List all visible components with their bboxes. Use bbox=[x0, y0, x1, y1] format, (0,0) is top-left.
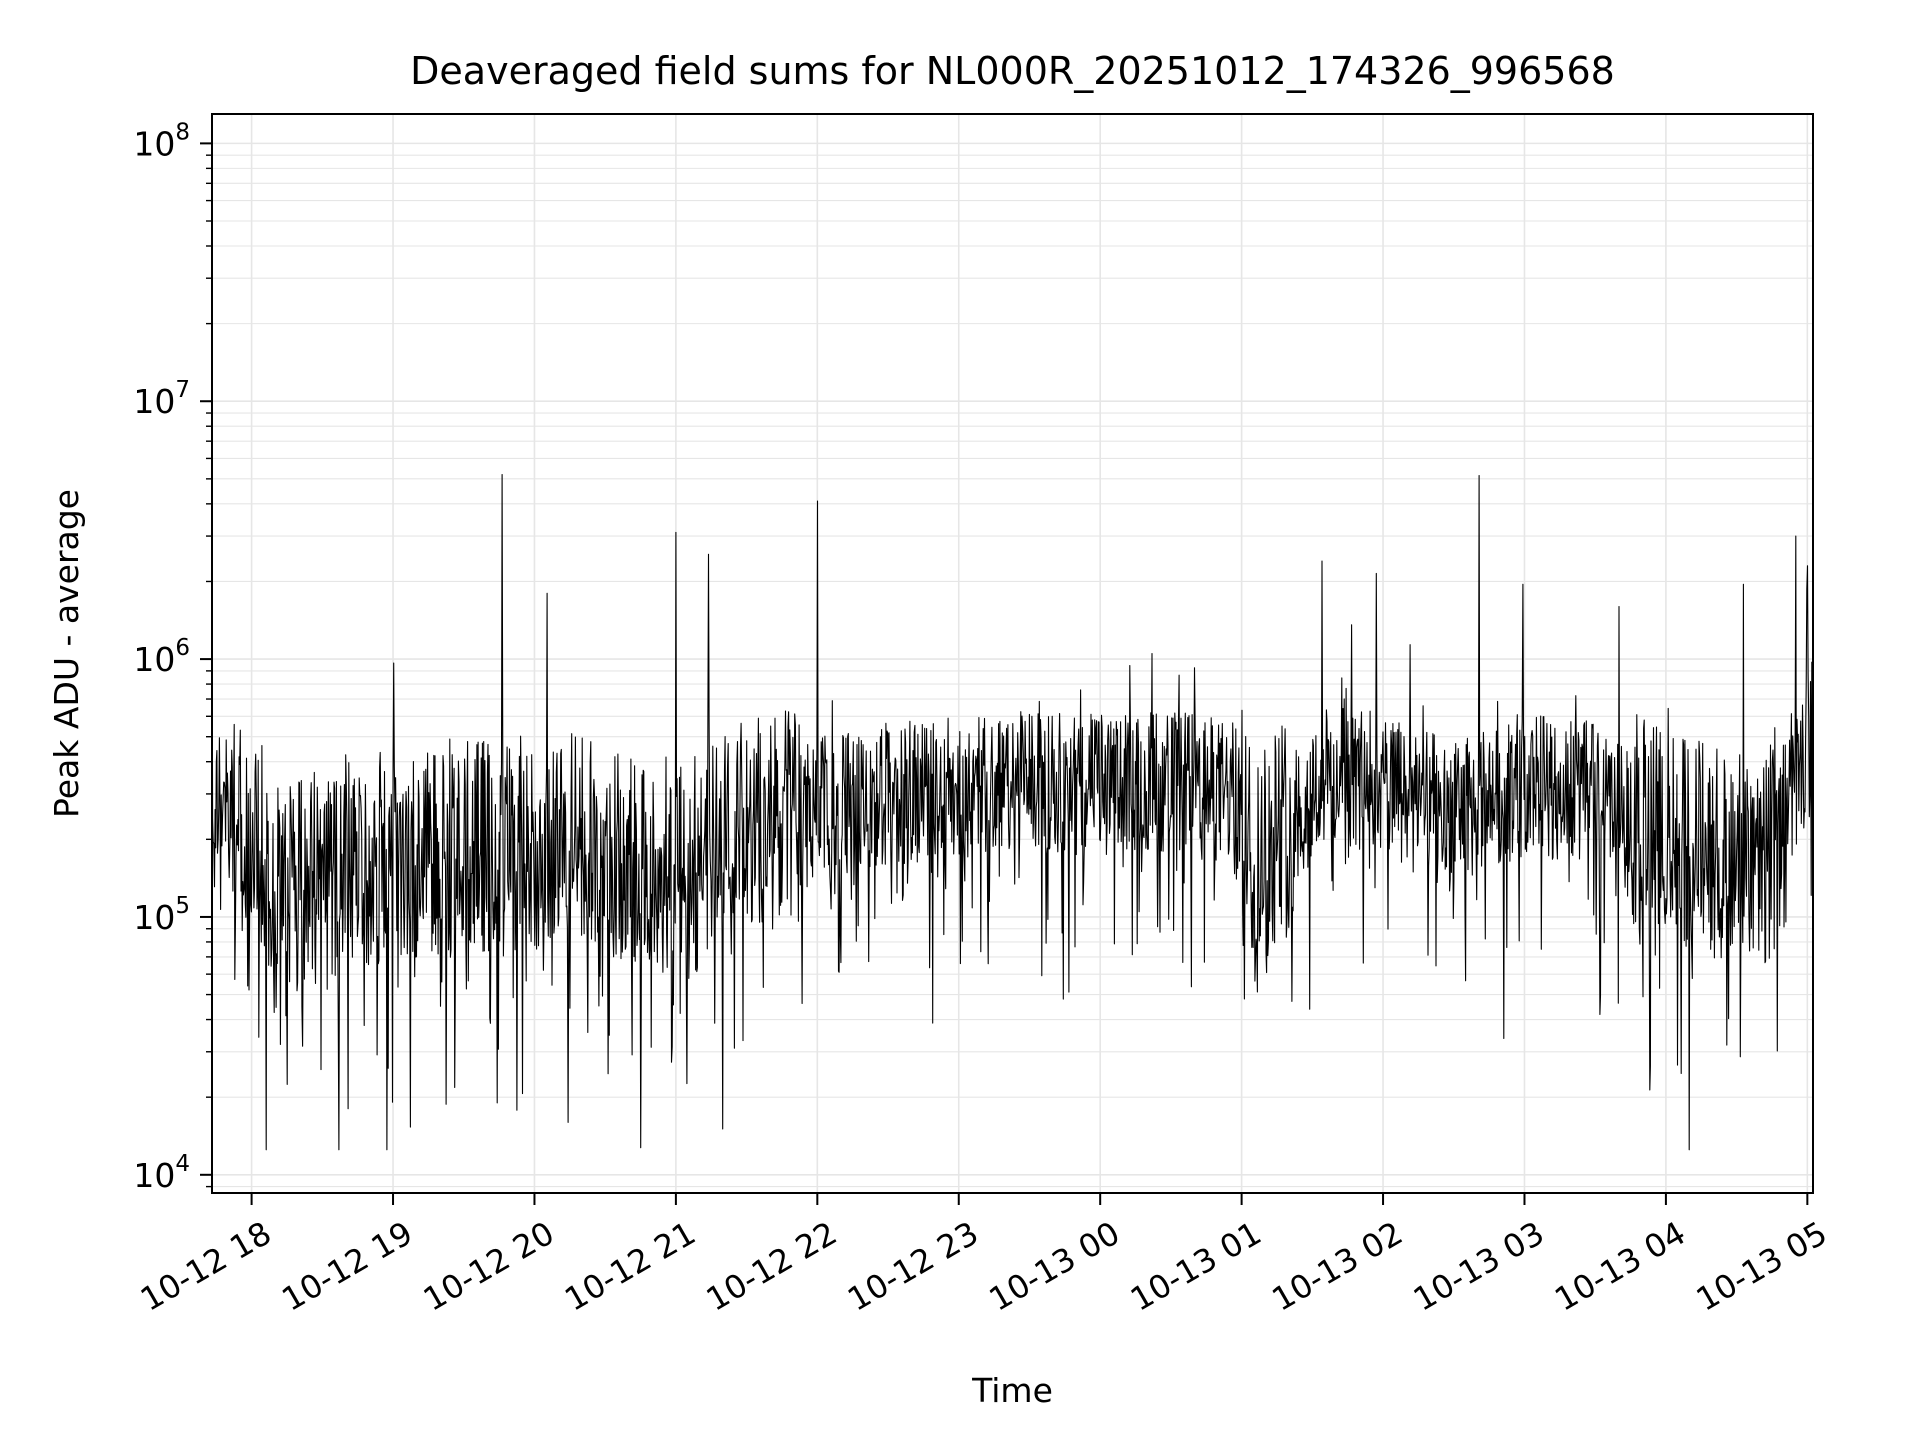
x-axis-label: Time bbox=[971, 1371, 1053, 1410]
chart-title: Deaveraged field sums for NL000R_2025101… bbox=[410, 49, 1615, 93]
y-tick-label: 105 bbox=[133, 893, 190, 937]
x-tick-label: 10-12 19 bbox=[275, 1214, 419, 1319]
series-line bbox=[211, 473, 1814, 1151]
x-tick-label: 10-13 00 bbox=[983, 1214, 1127, 1319]
x-tick-label: 10-12 21 bbox=[558, 1214, 702, 1319]
x-tick-label: 10-13 02 bbox=[1265, 1214, 1409, 1319]
grid bbox=[212, 114, 1813, 1193]
x-tick-label: 10-12 20 bbox=[417, 1214, 561, 1319]
x-tick-label: 10-12 18 bbox=[134, 1214, 278, 1319]
y-tick-label: 106 bbox=[133, 635, 190, 679]
plot-area bbox=[211, 113, 1814, 1194]
y-tick-label: 108 bbox=[133, 119, 190, 163]
series bbox=[211, 473, 1814, 1151]
x-tick-label: 10-13 05 bbox=[1690, 1214, 1834, 1319]
x-tick-label: 10-12 23 bbox=[841, 1214, 985, 1319]
y-axis-label: Peak ADU - average bbox=[47, 489, 86, 818]
x-tick-label: 10-13 04 bbox=[1548, 1214, 1692, 1319]
y-tick-label: 107 bbox=[133, 377, 190, 421]
x-tick-label: 10-12 22 bbox=[700, 1214, 844, 1319]
x-tick-label: 10-13 01 bbox=[1124, 1214, 1268, 1319]
y-tick-label: 104 bbox=[133, 1151, 190, 1195]
x-tick-label: 10-13 03 bbox=[1407, 1214, 1551, 1319]
y-axis: 104 105 106 107 108 bbox=[133, 119, 212, 1195]
